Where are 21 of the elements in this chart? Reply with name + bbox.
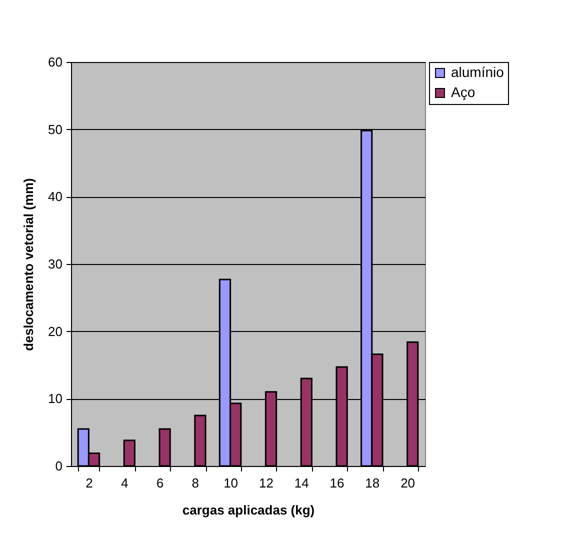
- y-tick-label: 40: [48, 189, 62, 204]
- y-tick-label: 0: [55, 458, 62, 474]
- y-tick-label: 30: [48, 256, 62, 272]
- x-tick-label: 20: [400, 476, 416, 490]
- x-axis-title: cargas aplicadas (kg): [182, 502, 315, 518]
- x-tick-label: 18: [365, 476, 380, 490]
- x-tick-label: 4: [120, 476, 128, 490]
- x-tick-label: 16: [330, 476, 344, 490]
- x-tick-label: 14: [294, 476, 309, 490]
- x-tick-label: 12: [258, 476, 274, 490]
- legend-label: Aço: [451, 84, 476, 100]
- y-tick-label: 20: [48, 324, 62, 339]
- y-axis-title: deslocamento vetorial (mm): [21, 178, 36, 351]
- x-tick-label: 10: [224, 476, 238, 490]
- y-tick-label: 10: [48, 391, 62, 406]
- y-tick-label: 60: [48, 54, 62, 70]
- x-tick-label: 8: [192, 476, 200, 490]
- x-tick-label: 2: [86, 476, 93, 490]
- legend-label: alumínio: [451, 64, 504, 80]
- x-tick-label: 6: [156, 476, 164, 490]
- y-tick-label: 50: [48, 122, 62, 137]
